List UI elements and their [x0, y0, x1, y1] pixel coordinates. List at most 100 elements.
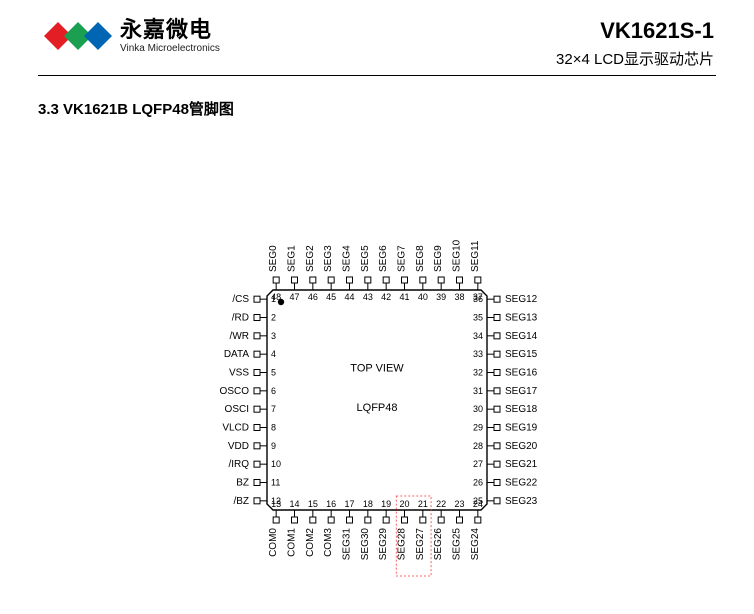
- svg-text:SEG8: SEG8: [415, 245, 426, 272]
- svg-text:LQFP48: LQFP48: [357, 402, 398, 414]
- svg-text:SEG29: SEG29: [378, 528, 389, 561]
- svg-text:DATA: DATA: [224, 349, 250, 360]
- svg-text:SEG4: SEG4: [342, 245, 353, 272]
- svg-text:SEG2: SEG2: [305, 245, 316, 272]
- svg-text:3: 3: [271, 331, 276, 341]
- product-subtitle: 32×4 LCD显示驱动芯片: [556, 48, 714, 69]
- svg-text:SEG16: SEG16: [505, 368, 538, 379]
- svg-text:SEG31: SEG31: [342, 528, 353, 561]
- svg-text:SEG9: SEG9: [433, 245, 444, 272]
- svg-text:21: 21: [418, 499, 428, 509]
- svg-text:SEG26: SEG26: [433, 528, 444, 561]
- svg-text:34: 34: [473, 331, 483, 341]
- svg-text:14: 14: [289, 499, 299, 509]
- svg-text:TOP VIEW: TOP VIEW: [350, 362, 404, 374]
- svg-text:45: 45: [326, 292, 336, 302]
- svg-text:COM3: COM3: [323, 528, 334, 557]
- svg-text:SEG25: SEG25: [452, 528, 463, 561]
- svg-text:COM1: COM1: [287, 528, 298, 557]
- svg-text:40: 40: [418, 292, 428, 302]
- svg-text:SEG6: SEG6: [378, 245, 389, 272]
- svg-text:COM2: COM2: [305, 528, 316, 557]
- svg-text:2: 2: [271, 313, 276, 323]
- svg-text:44: 44: [344, 292, 354, 302]
- svg-text:39: 39: [436, 292, 446, 302]
- svg-text:SEG28: SEG28: [397, 528, 408, 561]
- svg-text:SEG5: SEG5: [360, 245, 371, 272]
- svg-text:19: 19: [381, 499, 391, 509]
- svg-text:20: 20: [399, 499, 409, 509]
- svg-text:23: 23: [454, 499, 464, 509]
- svg-text:27: 27: [473, 459, 483, 469]
- logo-name-cn: 永嘉微电: [120, 18, 220, 42]
- svg-text:SEG19: SEG19: [505, 423, 538, 434]
- svg-text:33: 33: [473, 349, 483, 359]
- svg-text:26: 26: [473, 478, 483, 488]
- svg-text:30: 30: [473, 404, 483, 414]
- svg-text:17: 17: [344, 499, 354, 509]
- svg-text:SEG18: SEG18: [505, 404, 538, 415]
- svg-text:SEG11: SEG11: [470, 240, 481, 272]
- svg-text:9: 9: [271, 441, 276, 451]
- section-title: 3.3 VK1621B LQFP48管脚图: [0, 76, 754, 119]
- svg-text:32: 32: [473, 368, 483, 378]
- svg-text:48: 48: [271, 292, 281, 302]
- svg-text:SEG17: SEG17: [505, 386, 538, 397]
- svg-text:/WR: /WR: [230, 331, 249, 342]
- pinout-diagram: TOP VIEWLQFP481/CS2/RD3/WR4DATA5VSS6OSCO…: [147, 200, 607, 600]
- svg-text:SEG30: SEG30: [360, 528, 371, 561]
- svg-text:SEG24: SEG24: [470, 528, 481, 561]
- svg-text:13: 13: [271, 499, 281, 509]
- svg-text:SEG20: SEG20: [505, 441, 538, 452]
- svg-text:OSCO: OSCO: [220, 386, 250, 397]
- svg-text:SEG13: SEG13: [505, 313, 538, 324]
- svg-text:SEG21: SEG21: [505, 459, 538, 470]
- svg-text:SEG27: SEG27: [415, 528, 426, 561]
- svg-text:28: 28: [473, 441, 483, 451]
- svg-text:16: 16: [326, 499, 336, 509]
- svg-text:5: 5: [271, 368, 276, 378]
- svg-text:38: 38: [454, 292, 464, 302]
- svg-text:35: 35: [473, 313, 483, 323]
- svg-text:42: 42: [381, 292, 391, 302]
- svg-text:47: 47: [289, 292, 299, 302]
- svg-text:SEG15: SEG15: [505, 349, 538, 360]
- svg-text:VSS: VSS: [229, 368, 249, 379]
- svg-text:OSCI: OSCI: [225, 404, 249, 415]
- svg-text:/IRQ: /IRQ: [228, 459, 249, 470]
- logo-name-en: Vinka Microelectronics: [120, 43, 220, 54]
- svg-text:/BZ: /BZ: [233, 496, 249, 507]
- svg-text:37: 37: [473, 292, 483, 302]
- svg-text:43: 43: [363, 292, 373, 302]
- svg-text:SEG0: SEG0: [268, 245, 279, 272]
- svg-text:18: 18: [363, 499, 373, 509]
- brand-logo: 永嘉微电 Vinka Microelectronics: [40, 18, 220, 54]
- svg-text:29: 29: [473, 423, 483, 433]
- svg-text:BZ: BZ: [236, 478, 249, 489]
- svg-text:SEG22: SEG22: [505, 478, 538, 489]
- svg-text:SEG3: SEG3: [323, 245, 334, 272]
- svg-text:8: 8: [271, 423, 276, 433]
- svg-text:SEG12: SEG12: [505, 294, 538, 305]
- svg-text:/RD: /RD: [232, 313, 249, 324]
- svg-text:46: 46: [308, 292, 318, 302]
- svg-text:VDD: VDD: [228, 441, 249, 452]
- svg-text:15: 15: [308, 499, 318, 509]
- logo-mark: [40, 18, 114, 54]
- svg-text:10: 10: [271, 459, 281, 469]
- svg-text:SEG10: SEG10: [452, 239, 463, 272]
- svg-text:7: 7: [271, 404, 276, 414]
- svg-text:4: 4: [271, 349, 276, 359]
- svg-text:/CS: /CS: [232, 294, 249, 305]
- svg-text:24: 24: [473, 499, 483, 509]
- svg-text:VLCD: VLCD: [222, 423, 249, 434]
- svg-text:COM0: COM0: [268, 528, 279, 557]
- svg-text:SEG7: SEG7: [397, 245, 408, 272]
- svg-text:31: 31: [473, 386, 483, 396]
- svg-text:22: 22: [436, 499, 446, 509]
- svg-text:6: 6: [271, 386, 276, 396]
- svg-text:SEG23: SEG23: [505, 496, 538, 507]
- svg-text:SEG14: SEG14: [505, 331, 538, 342]
- svg-text:41: 41: [399, 292, 409, 302]
- svg-text:SEG1: SEG1: [287, 245, 298, 272]
